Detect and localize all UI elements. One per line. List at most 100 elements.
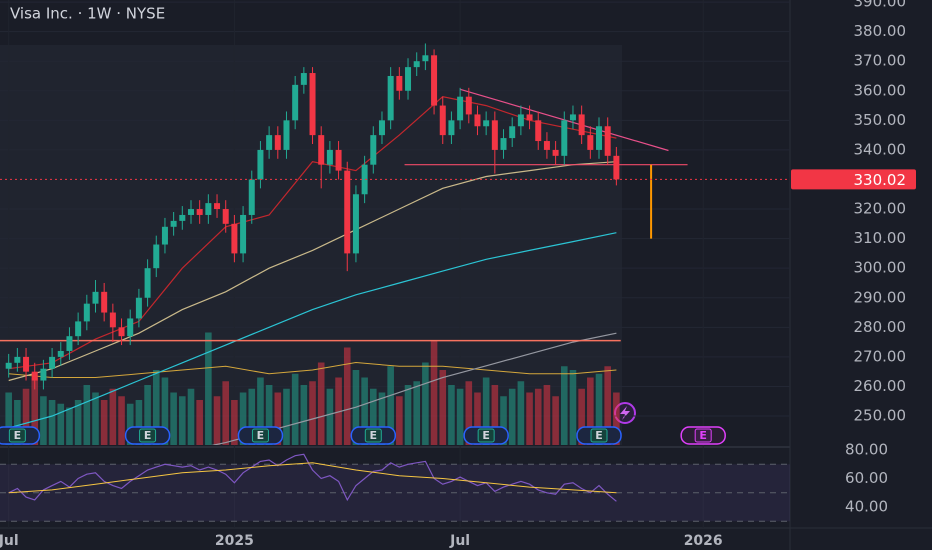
candle-body xyxy=(431,55,438,106)
y-tick-label: 380.00 xyxy=(854,22,907,40)
candle-body xyxy=(413,61,420,68)
candle-body xyxy=(378,120,385,136)
y-tick-label: 350.00 xyxy=(854,111,907,129)
volume-bar xyxy=(587,377,594,445)
earnings-label: E xyxy=(144,429,152,442)
candle-body xyxy=(396,75,403,91)
earnings-label: E xyxy=(257,429,265,442)
volume-bar xyxy=(422,362,429,445)
volume-bar xyxy=(404,385,412,445)
earnings-badge xyxy=(139,428,157,443)
candle-body xyxy=(14,356,21,363)
earnings-label: E xyxy=(370,429,378,442)
volume-bar xyxy=(265,385,273,445)
candle-body xyxy=(543,141,550,150)
rsi-tick-label: 40.00 xyxy=(845,498,888,516)
volume-bar xyxy=(526,392,533,445)
candle-body xyxy=(526,114,533,121)
volume-bar xyxy=(283,388,290,445)
x-tick-label: Jul xyxy=(0,533,19,549)
candle-body xyxy=(422,55,429,62)
y-tick-label: 370.00 xyxy=(854,52,907,70)
candle-body xyxy=(474,114,481,127)
candle-body xyxy=(161,226,168,245)
candle-body xyxy=(344,170,351,254)
volume-bar xyxy=(144,385,151,445)
y-tick-label: 320.00 xyxy=(854,200,907,218)
candle-body xyxy=(187,209,194,215)
candle-body xyxy=(552,149,559,156)
candle-body xyxy=(283,120,290,150)
volume-bar xyxy=(5,392,12,445)
moving-average xyxy=(8,232,617,429)
y-tick-label: 340.00 xyxy=(854,140,907,158)
candle-body xyxy=(300,73,307,85)
candle-body xyxy=(604,126,611,156)
last-price-label: 330.02 xyxy=(854,171,907,189)
chart-title: Visa Inc. · 1W · NYSE xyxy=(10,5,165,23)
volume-bar xyxy=(413,381,421,445)
volume-bar xyxy=(517,381,525,445)
rsi-band xyxy=(0,464,790,522)
moving-average xyxy=(211,332,617,445)
volume-bar xyxy=(613,392,620,445)
rsi-line xyxy=(8,453,617,502)
candle-body xyxy=(83,303,90,322)
candle-body xyxy=(439,105,446,136)
candle-body xyxy=(222,209,229,224)
candle-body xyxy=(135,297,142,319)
moving-average xyxy=(8,96,617,370)
volume-bar xyxy=(578,388,585,445)
candle-body xyxy=(274,135,281,150)
volume-bar xyxy=(430,340,438,445)
candle-body xyxy=(214,203,221,210)
volume-bar xyxy=(552,396,559,445)
volume-bar xyxy=(491,385,499,445)
volume-bar xyxy=(361,377,368,445)
volume-bar xyxy=(161,377,169,445)
y-tick-label: 290.00 xyxy=(854,288,907,306)
candle-body xyxy=(318,135,325,165)
candle-body xyxy=(578,114,585,136)
volume-bar xyxy=(326,388,334,445)
volume-bar xyxy=(595,373,603,445)
volume-bar xyxy=(291,373,299,445)
volume-bar xyxy=(534,388,542,445)
candle-body xyxy=(92,291,99,304)
candle-body xyxy=(587,135,594,150)
y-tick-label: 300.00 xyxy=(854,259,907,277)
candle-body xyxy=(405,67,412,91)
volume-bar xyxy=(170,392,177,445)
candle-body xyxy=(248,179,255,215)
volume-bar xyxy=(196,400,203,445)
candle-body xyxy=(144,268,151,298)
volume-bar xyxy=(14,400,21,445)
volume-bar xyxy=(126,403,134,445)
candle-body xyxy=(596,126,603,150)
candle-body xyxy=(205,203,212,215)
volume-bar xyxy=(448,385,455,445)
volume-bar xyxy=(118,396,125,445)
candle-body xyxy=(457,96,464,121)
candle-body xyxy=(101,291,108,313)
x-tick-label: 2026 xyxy=(684,533,723,549)
candle-body xyxy=(517,114,524,127)
candle-body xyxy=(31,371,38,381)
candle-body xyxy=(361,164,368,195)
y-tick-label: 270.00 xyxy=(854,347,907,365)
earnings-badge xyxy=(694,428,712,443)
volume-bar xyxy=(378,392,386,445)
y-tick-label: 280.00 xyxy=(854,318,907,336)
y-tick-label: 390.00 xyxy=(854,0,907,11)
candle-body xyxy=(5,362,12,369)
earnings-label: E xyxy=(699,429,707,442)
candle-body xyxy=(179,214,186,221)
volume-bar xyxy=(66,407,73,445)
volume-bar xyxy=(369,388,377,445)
candle-body xyxy=(561,120,568,156)
candle-body xyxy=(40,368,47,381)
volume-bar xyxy=(343,347,351,445)
y-tick-label: 310.00 xyxy=(854,229,907,247)
candle-body xyxy=(196,209,203,215)
volume-bar xyxy=(48,400,56,445)
